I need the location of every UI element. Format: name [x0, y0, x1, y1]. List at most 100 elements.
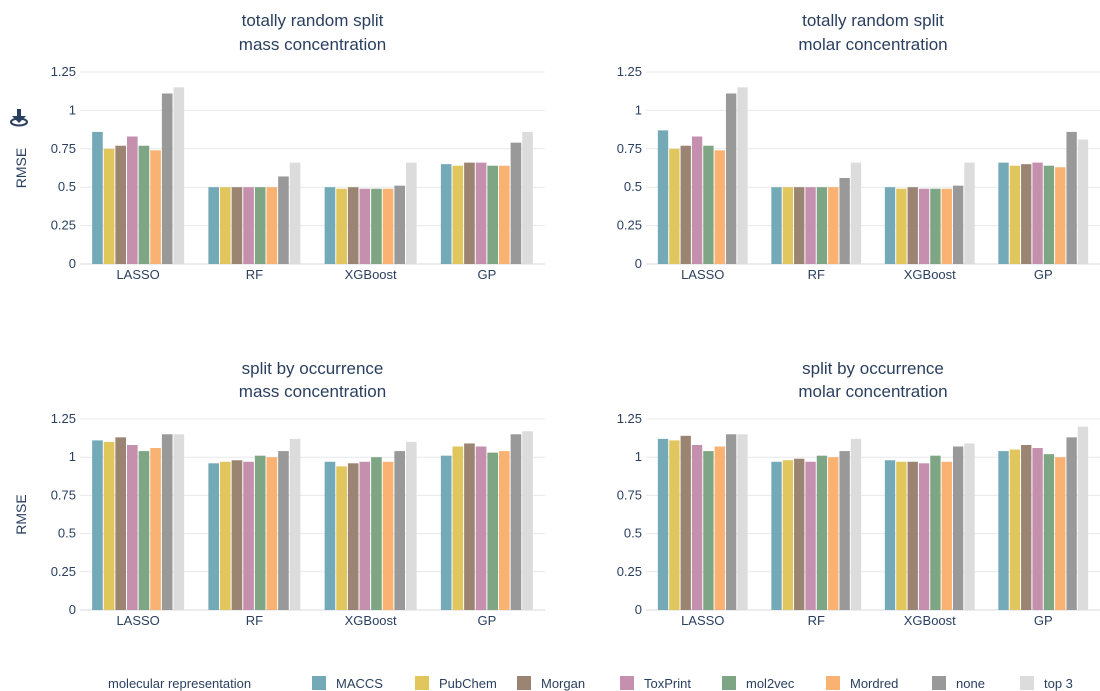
- bar-MACCS-GP[interactable]: [440, 164, 452, 264]
- bar-MACCS-LASSO[interactable]: [92, 131, 103, 264]
- legend-item-Mordred[interactable]: Mordred: [826, 676, 898, 691]
- bar-Mordred-LASSO[interactable]: [714, 150, 725, 264]
- bar-PubChem-GP[interactable]: [452, 446, 464, 611]
- bar-Morgan-LASSO[interactable]: [680, 435, 691, 610]
- legend-item-top-3[interactable]: top 3: [1020, 676, 1073, 691]
- bar-PubChem-XGBoost[interactable]: [336, 466, 347, 610]
- bar-mol2vec-GP[interactable]: [1043, 165, 1055, 264]
- legend-item-ToxPrint[interactable]: ToxPrint: [620, 676, 691, 691]
- bar-top-3-LASSO[interactable]: [737, 87, 748, 264]
- bar-Morgan-GP[interactable]: [464, 443, 475, 610]
- bar-top-3-LASSO[interactable]: [737, 434, 748, 610]
- bar-Morgan-XGBoost[interactable]: [907, 461, 918, 610]
- bar-mol2vec-RF[interactable]: [816, 187, 828, 264]
- bar-none-GP[interactable]: [1066, 131, 1077, 264]
- legend-item-MACCS[interactable]: MACCS: [312, 676, 383, 691]
- bar-top-3-GP[interactable]: [1077, 426, 1089, 610]
- bar-ToxPrint-RF[interactable]: [805, 461, 816, 610]
- legend-item-mol2vec[interactable]: mol2vec: [722, 676, 795, 691]
- bar-top-3-RF[interactable]: [289, 438, 301, 610]
- bar-Mordred-LASSO[interactable]: [150, 150, 161, 264]
- bar-MACCS-XGBoost[interactable]: [324, 461, 336, 610]
- bar-ToxPrint-RF[interactable]: [805, 187, 816, 264]
- bar-ToxPrint-XGBoost[interactable]: [359, 461, 371, 610]
- bar-ToxPrint-GP[interactable]: [475, 162, 487, 264]
- bar-PubChem-GP[interactable]: [1009, 449, 1021, 610]
- bar-mol2vec-XGBoost[interactable]: [930, 455, 941, 610]
- bar-mol2vec-RF[interactable]: [254, 187, 266, 264]
- bar-MACCS-XGBoost[interactable]: [884, 460, 896, 610]
- bar-Morgan-LASSO[interactable]: [115, 437, 127, 610]
- bar-MACCS-XGBoost[interactable]: [324, 187, 336, 264]
- bar-none-RF[interactable]: [839, 177, 850, 264]
- bar-none-XGBoost[interactable]: [952, 185, 964, 264]
- bar-ToxPrint-LASSO[interactable]: [127, 136, 138, 264]
- bar-ToxPrint-GP[interactable]: [475, 446, 487, 611]
- bar-top-3-GP[interactable]: [522, 131, 533, 264]
- bar-ToxPrint-RF[interactable]: [243, 187, 254, 264]
- bar-mol2vec-XGBoost[interactable]: [930, 188, 941, 264]
- bar-Morgan-XGBoost[interactable]: [347, 463, 359, 610]
- bar-mol2vec-GP[interactable]: [487, 452, 499, 610]
- bar-top-3-XGBoost[interactable]: [406, 162, 417, 264]
- bar-none-LASSO[interactable]: [725, 434, 737, 610]
- bar-top-3-GP[interactable]: [522, 431, 533, 610]
- bar-top-3-RF[interactable]: [850, 438, 862, 610]
- bar-ToxPrint-RF[interactable]: [243, 461, 254, 610]
- bar-ToxPrint-LASSO[interactable]: [691, 136, 703, 264]
- bar-mol2vec-LASSO[interactable]: [138, 451, 150, 610]
- bar-Morgan-XGBoost[interactable]: [907, 187, 918, 264]
- bar-Morgan-LASSO[interactable]: [115, 145, 127, 264]
- bar-none-GP[interactable]: [1066, 437, 1077, 610]
- bar-none-GP[interactable]: [510, 434, 522, 610]
- bar-ToxPrint-XGBoost[interactable]: [918, 188, 930, 264]
- bar-none-RF[interactable]: [278, 451, 289, 610]
- bar-ToxPrint-LASSO[interactable]: [691, 444, 703, 610]
- bar-PubChem-GP[interactable]: [1009, 165, 1021, 264]
- bar-top-3-RF[interactable]: [289, 162, 301, 264]
- bar-MACCS-LASSO[interactable]: [657, 438, 669, 610]
- bar-Mordred-XGBoost[interactable]: [941, 461, 952, 610]
- bar-Mordred-GP[interactable]: [499, 165, 510, 264]
- bar-Morgan-RF[interactable]: [794, 187, 805, 264]
- bar-PubChem-RF[interactable]: [782, 460, 794, 610]
- bar-MACCS-LASSO[interactable]: [657, 130, 669, 264]
- bar-PubChem-LASSO[interactable]: [669, 148, 680, 264]
- legend-item-PubChem[interactable]: PubChem: [415, 676, 497, 691]
- bar-top-3-GP[interactable]: [1077, 139, 1089, 264]
- bar-PubChem-GP[interactable]: [452, 165, 464, 264]
- bar-PubChem-LASSO[interactable]: [103, 148, 115, 264]
- bar-MACCS-RF[interactable]: [208, 187, 220, 264]
- bar-ToxPrint-XGBoost[interactable]: [359, 188, 371, 264]
- bar-top-3-RF[interactable]: [850, 162, 862, 264]
- bar-PubChem-XGBoost[interactable]: [896, 188, 907, 264]
- bar-Mordred-GP[interactable]: [1055, 167, 1066, 264]
- bar-PubChem-RF[interactable]: [220, 187, 231, 264]
- bar-top-3-XGBoost[interactable]: [406, 441, 417, 610]
- bar-MACCS-GP[interactable]: [440, 455, 452, 610]
- bar-MACCS-RF[interactable]: [771, 461, 782, 610]
- bar-PubChem-XGBoost[interactable]: [896, 461, 907, 610]
- bar-Mordred-RF[interactable]: [828, 457, 839, 610]
- bar-Mordred-LASSO[interactable]: [150, 448, 161, 610]
- bar-MACCS-XGBoost[interactable]: [884, 187, 896, 264]
- bar-Morgan-GP[interactable]: [464, 162, 475, 264]
- bar-mol2vec-XGBoost[interactable]: [371, 188, 382, 264]
- bar-PubChem-RF[interactable]: [220, 461, 231, 610]
- bar-Mordred-XGBoost[interactable]: [382, 188, 394, 264]
- bar-none-LASSO[interactable]: [725, 93, 737, 265]
- bar-PubChem-LASSO[interactable]: [669, 440, 680, 610]
- bar-none-RF[interactable]: [278, 176, 289, 264]
- bar-none-XGBoost[interactable]: [952, 446, 964, 611]
- bar-Mordred-RF[interactable]: [266, 457, 278, 610]
- bar-Mordred-GP[interactable]: [499, 451, 510, 610]
- legend-item-none[interactable]: none: [932, 676, 985, 691]
- bar-Mordred-RF[interactable]: [828, 187, 839, 264]
- bar-MACCS-GP[interactable]: [998, 451, 1009, 610]
- bar-Mordred-RF[interactable]: [266, 187, 278, 264]
- bar-mol2vec-GP[interactable]: [487, 165, 499, 264]
- bar-ToxPrint-LASSO[interactable]: [127, 444, 138, 610]
- bar-Morgan-XGBoost[interactable]: [347, 187, 359, 264]
- bar-top-3-XGBoost[interactable]: [964, 443, 975, 610]
- bar-MACCS-RF[interactable]: [771, 187, 782, 264]
